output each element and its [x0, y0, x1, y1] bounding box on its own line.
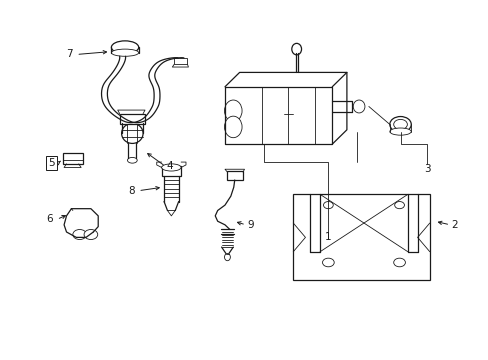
Ellipse shape: [393, 258, 405, 267]
Text: 8: 8: [128, 186, 135, 196]
Text: 4: 4: [166, 161, 173, 171]
Text: 9: 9: [246, 220, 253, 230]
Text: 7: 7: [66, 49, 73, 59]
Ellipse shape: [127, 157, 137, 163]
Ellipse shape: [389, 128, 410, 135]
Text: 5: 5: [48, 158, 55, 168]
Ellipse shape: [84, 229, 98, 239]
Bar: [227, 171, 243, 180]
Bar: [293, 194, 429, 280]
Ellipse shape: [291, 43, 301, 55]
Text: 3: 3: [423, 164, 430, 174]
Ellipse shape: [122, 123, 143, 143]
Ellipse shape: [73, 229, 86, 239]
Ellipse shape: [224, 100, 242, 122]
Bar: [173, 58, 187, 64]
Ellipse shape: [393, 120, 407, 130]
Ellipse shape: [224, 116, 242, 138]
Ellipse shape: [111, 41, 139, 54]
Ellipse shape: [111, 49, 139, 56]
Text: 1: 1: [325, 232, 331, 242]
Ellipse shape: [322, 258, 333, 267]
Text: 6: 6: [47, 215, 53, 224]
Ellipse shape: [394, 202, 404, 209]
Text: 2: 2: [451, 220, 457, 230]
Bar: [63, 153, 82, 164]
Ellipse shape: [352, 100, 364, 113]
Ellipse shape: [323, 202, 332, 209]
Ellipse shape: [224, 253, 230, 261]
Ellipse shape: [389, 117, 410, 132]
Bar: [120, 114, 145, 125]
Bar: [161, 166, 181, 176]
Ellipse shape: [161, 164, 181, 171]
